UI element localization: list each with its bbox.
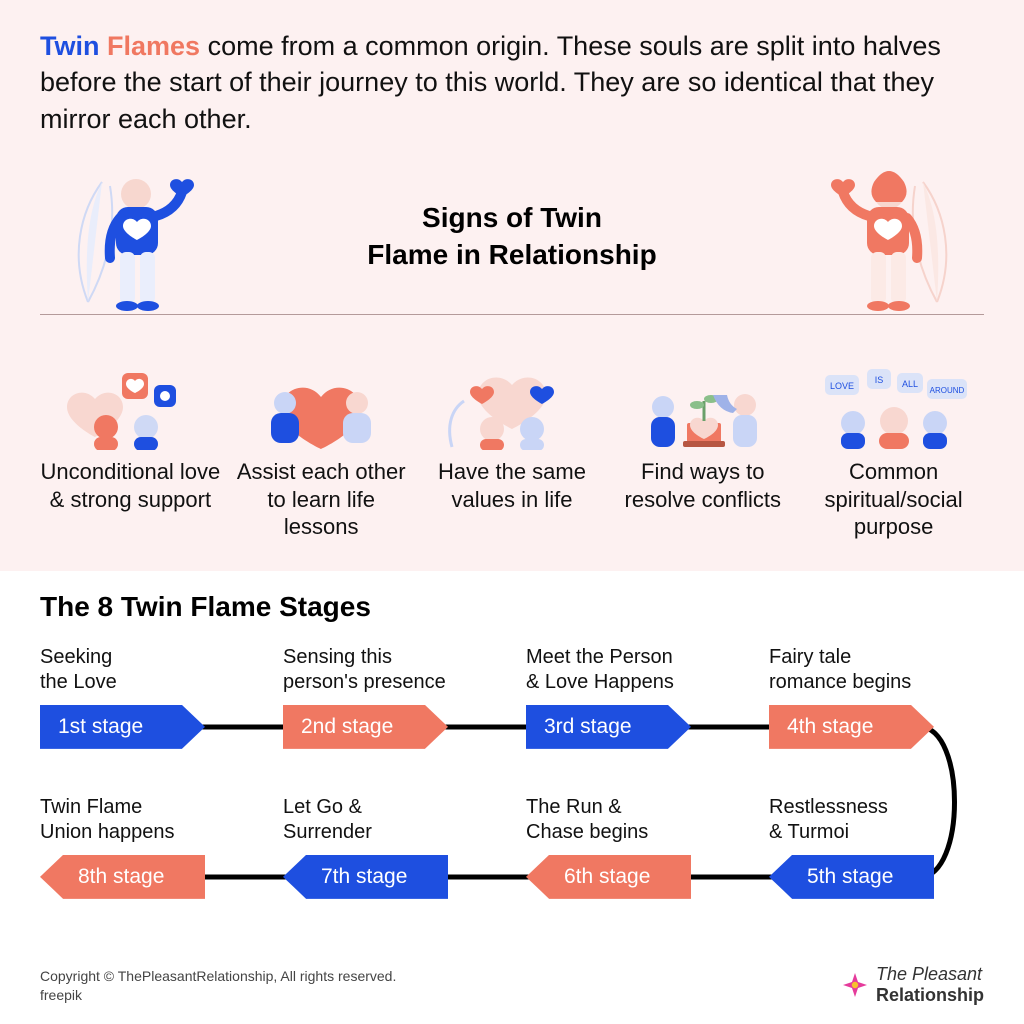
stage-cell: Fairy taleromance begins 4th stage	[769, 645, 984, 749]
copyright-text: Copyright © ThePleasantRelationship, All…	[40, 968, 396, 984]
stage-cell: The Run &Chase begins 6th stage	[526, 795, 741, 899]
brand-line2: Relationship	[876, 985, 984, 1005]
sign-item: Unconditional love & strong support	[40, 362, 221, 541]
stages-heading: The 8 Twin Flame Stages	[40, 591, 984, 623]
sign-label: Unconditional love & strong support	[40, 458, 221, 513]
svg-text:LOVE: LOVE	[830, 381, 854, 391]
brand-line1: The Pleasant	[876, 964, 982, 984]
signs-hero: Signs of Twin Flame in Relationship	[40, 162, 984, 357]
stage-label: Let Go &Surrender	[283, 795, 498, 845]
brand-text: The Pleasant Relationship	[876, 964, 984, 1006]
stage-tag: 6th stage	[526, 855, 691, 899]
stages-diagram: Seekingthe Love 1st stage Sensing thispe…	[40, 645, 984, 945]
sign-label: Common spiritual/social purpose	[803, 458, 984, 541]
stage-label: Meet the Person& Love Happens	[526, 645, 741, 695]
stage-cell: Restlessness& Turmoi 5th stage	[769, 795, 984, 899]
signs-title-l1: Signs of Twin	[422, 202, 602, 233]
sign-item: LOVE IS ALL AROUND Common spiritual/soci…	[803, 362, 984, 541]
footer: Copyright © ThePleasantRelationship, All…	[40, 964, 984, 1006]
stage-label: Fairy taleromance begins	[769, 645, 984, 695]
sign-label: Have the same values in life	[422, 458, 603, 513]
stage-tag: 3rd stage	[526, 705, 691, 749]
sign-label: Find ways to resolve conflicts	[612, 458, 793, 513]
stage-label: Restlessness& Turmoi	[769, 795, 984, 845]
same-values-icon	[422, 362, 603, 450]
stage-cell: Twin FlameUnion happens 8th stage	[40, 795, 255, 899]
hero-figure-right	[819, 152, 954, 327]
stage-row-bottom: Twin FlameUnion happens 8th stage Let Go…	[40, 795, 984, 899]
stage-row-top: Seekingthe Love 1st stage Sensing thispe…	[40, 645, 984, 749]
spiritual-purpose-icon: LOVE IS ALL AROUND	[803, 362, 984, 450]
stage-tag: 1st stage	[40, 705, 205, 749]
stage-label: Sensing thisperson's presence	[283, 645, 498, 695]
sign-item: Have the same values in life	[422, 362, 603, 541]
intro-text: Twin Flames come from a common origin. T…	[40, 28, 984, 137]
stage-label: The Run &Chase begins	[526, 795, 741, 845]
stage-cell: Sensing thisperson's presence 2nd stage	[283, 645, 498, 749]
stage-tag: 4th stage	[769, 705, 934, 749]
stages-region: The 8 Twin Flame Stages Seekingthe Love …	[0, 571, 1024, 955]
stage-tag: 8th stage	[40, 855, 205, 899]
resolve-conflicts-icon	[612, 362, 793, 450]
svg-text:ALL: ALL	[902, 379, 918, 389]
stage-cell: Meet the Person& Love Happens 3rd stage	[526, 645, 741, 749]
image-credit: freepik	[40, 987, 82, 1003]
signs-grid: Unconditional love & strong support Assi…	[40, 362, 984, 541]
stage-cell: Let Go &Surrender 7th stage	[283, 795, 498, 899]
signs-title-l2: Flame in Relationship	[367, 239, 656, 270]
stage-label: Seekingthe Love	[40, 645, 255, 695]
brand-flower-icon	[840, 970, 870, 1000]
sign-item: Assist each other to learn life lessons	[231, 362, 412, 541]
intro-twin: Twin	[40, 31, 99, 61]
svg-text:AROUND: AROUND	[929, 386, 964, 395]
signs-region: Twin Flames come from a common origin. T…	[0, 0, 1024, 571]
stage-tag: 2nd stage	[283, 705, 448, 749]
svg-text:IS: IS	[874, 375, 883, 385]
life-lessons-icon	[231, 362, 412, 450]
stage-tag: 7th stage	[283, 855, 448, 899]
hero-rule	[40, 314, 984, 315]
brand-logo: The Pleasant Relationship	[840, 964, 984, 1006]
stage-cell: Seekingthe Love 1st stage	[40, 645, 255, 749]
copyright: Copyright © ThePleasantRelationship, All…	[40, 967, 396, 1006]
love-support-icon	[40, 362, 221, 450]
hero-figure-left	[70, 152, 205, 327]
stage-tag: 5th stage	[769, 855, 934, 899]
sign-label: Assist each other to learn life lessons	[231, 458, 412, 541]
stage-label: Twin FlameUnion happens	[40, 795, 255, 845]
sign-item: Find ways to resolve conflicts	[612, 362, 793, 541]
intro-flames: Flames	[107, 31, 200, 61]
